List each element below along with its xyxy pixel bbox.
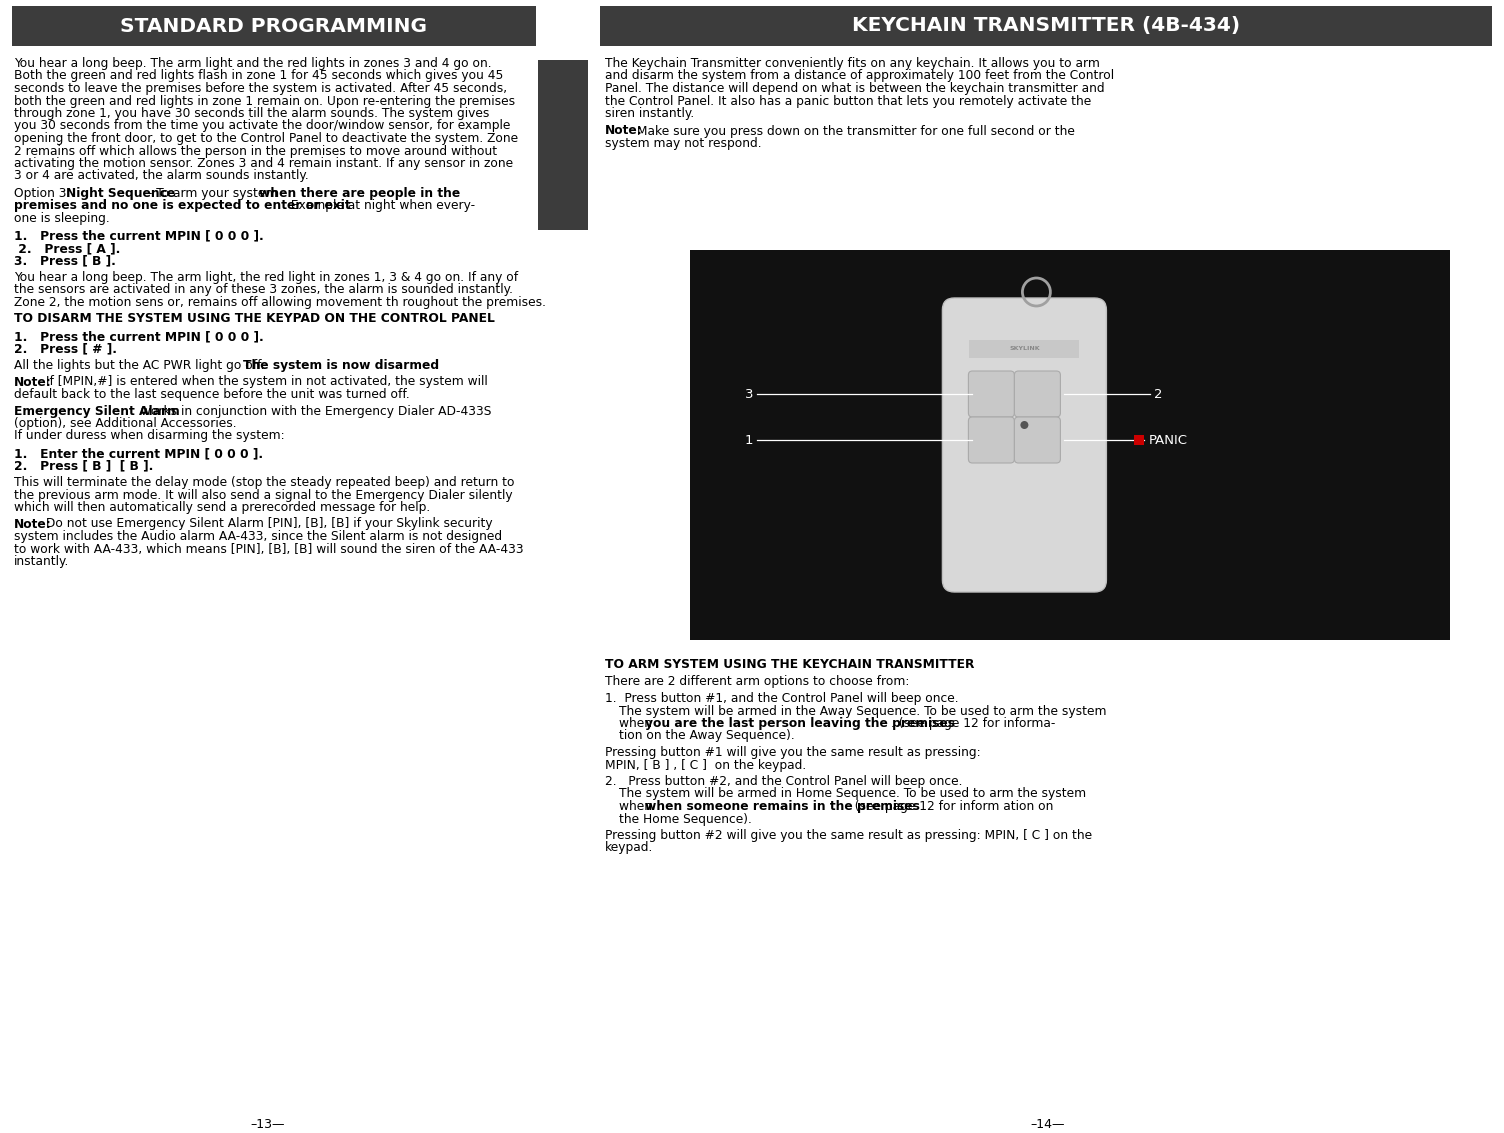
- Text: seconds to leave the premises before the system is activated. After 45 seconds,: seconds to leave the premises before the…: [14, 82, 507, 95]
- FancyBboxPatch shape: [1014, 370, 1060, 417]
- Text: 2: 2: [1155, 387, 1163, 400]
- Text: Night Sequence: Night Sequence: [66, 187, 176, 201]
- Text: 1.   Press the current MPIN [ 0 0 0 ].: 1. Press the current MPIN [ 0 0 0 ].: [14, 330, 263, 343]
- Text: Panel. The distance will depend on what is between the keychain transmitter and: Panel. The distance will depend on what …: [605, 82, 1104, 95]
- Text: default back to the last sequence before the unit was turned off.: default back to the last sequence before…: [14, 387, 409, 401]
- Text: .: .: [388, 359, 393, 372]
- Text: the sensors are activated in any of these 3 zones, the alarm is sounded instantl: the sensors are activated in any of thes…: [14, 283, 513, 297]
- Text: system may not respond.: system may not respond.: [605, 137, 761, 150]
- Text: There are 2 different arm options to choose from:: There are 2 different arm options to cho…: [605, 675, 910, 689]
- Text: - To arm your system: - To arm your system: [144, 187, 281, 201]
- Text: the Control Panel. It also has a panic button that lets you remotely activate th: the Control Panel. It also has a panic b…: [605, 94, 1092, 108]
- Text: The system will be armed in Home Sequence. To be used to arm the system: The system will be armed in Home Sequenc…: [620, 787, 1086, 801]
- Bar: [690, 250, 1450, 640]
- Text: when: when: [620, 800, 656, 813]
- Text: All the lights but the AC PWR light go off.: All the lights but the AC PWR light go o…: [14, 359, 268, 372]
- Text: If [MPIN,#] is entered when the system in not activated, the system will: If [MPIN,#] is entered when the system i…: [42, 375, 487, 389]
- Text: 1.   Press the current MPIN [ 0 0 0 ].: 1. Press the current MPIN [ 0 0 0 ].: [14, 230, 263, 242]
- Text: 1.   Enter the current MPIN [ 0 0 0 ].: 1. Enter the current MPIN [ 0 0 0 ].: [14, 448, 263, 460]
- Text: . Example at night when every-: . Example at night when every-: [283, 199, 475, 213]
- Text: keypad.: keypad.: [605, 842, 653, 854]
- Text: which will then automatically send a prerecorded message for help.: which will then automatically send a pre…: [14, 501, 430, 514]
- Text: MPIN, [ B ] , [ C ]  on the keypad.: MPIN, [ B ] , [ C ] on the keypad.: [605, 758, 806, 772]
- Text: 3.   Press [ B ].: 3. Press [ B ].: [14, 255, 116, 267]
- Text: SKYLINK: SKYLINK: [1009, 347, 1039, 351]
- Bar: [970, 340, 1080, 358]
- Text: Do not use Emergency Silent Alarm [PIN], [B], [B] if your Skylink security: Do not use Emergency Silent Alarm [PIN],…: [42, 518, 493, 530]
- Bar: [538, 60, 588, 230]
- Text: This will terminate the delay mode (stop the steady repeated beep) and return to: This will terminate the delay mode (stop…: [14, 476, 514, 489]
- Text: Emergency Silent Alarm: Emergency Silent Alarm: [14, 404, 180, 417]
- Text: 2.   Press button #2, and the Control Panel will beep once.: 2. Press button #2, and the Control Pane…: [605, 775, 963, 787]
- Text: and disarm the system from a distance of approximately 100 feet from the Control: and disarm the system from a distance of…: [605, 69, 1114, 83]
- Text: you 30 seconds from the time you activate the door/window sensor, for example: you 30 seconds from the time you activat…: [14, 119, 510, 133]
- Text: –13—: –13—: [251, 1118, 286, 1131]
- Text: –14—: –14—: [1030, 1118, 1065, 1131]
- Text: 1.  Press button #1, and the Control Panel will beep once.: 1. Press button #1, and the Control Pane…: [605, 692, 958, 705]
- Text: Note:: Note:: [605, 125, 642, 137]
- Text: when someone remains in the premises: when someone remains in the premises: [645, 800, 920, 813]
- Text: 2.   Press [ B ]  [ B ].: 2. Press [ B ] [ B ].: [14, 460, 153, 472]
- Text: You hear a long beep. The arm light and the red lights in zones 3 and 4 go on.: You hear a long beep. The arm light and …: [14, 57, 492, 70]
- Text: siren instantly.: siren instantly.: [605, 107, 695, 120]
- Text: you are the last person leaving the premises: you are the last person leaving the prem…: [645, 717, 955, 730]
- Text: when there are people in the: when there are people in the: [259, 187, 460, 201]
- Text: 3: 3: [744, 387, 754, 400]
- Text: the Home Sequence).: the Home Sequence).: [620, 812, 752, 826]
- Text: to work with AA-433, which means [PIN], [B], [B] will sound the siren of the AA-: to work with AA-433, which means [PIN], …: [14, 543, 523, 555]
- Bar: [600, 6, 1492, 46]
- Text: Note:: Note:: [14, 375, 51, 389]
- Text: . (see page 12 for informa-: . (see page 12 for informa-: [892, 717, 1056, 730]
- Text: opening the front door, to get to the Control Panel to deactivate the system. Zo: opening the front door, to get to the Co…: [14, 133, 517, 145]
- Bar: [12, 6, 535, 46]
- Text: You hear a long beep. The arm light, the red light in zones 1, 3 & 4 go on. If a: You hear a long beep. The arm light, the…: [14, 271, 517, 284]
- Text: through zone 1, you have 30 seconds till the alarm sounds. The system gives: through zone 1, you have 30 seconds till…: [14, 107, 489, 120]
- Text: 2.   Press [ A ].: 2. Press [ A ].: [14, 242, 120, 255]
- Text: system includes the Audio alarm AA-433, since the Silent alarm is not designed: system includes the Audio alarm AA-433, …: [14, 530, 502, 543]
- Text: PANIC: PANIC: [1149, 434, 1187, 446]
- Text: If under duress when disarming the system:: If under duress when disarming the syste…: [14, 429, 284, 443]
- Text: Both the green and red lights flash in zone 1 for 45 seconds which gives you 45: Both the green and red lights flash in z…: [14, 69, 504, 83]
- Text: The system will be armed in the Away Sequence. To be used to arm the system: The system will be armed in the Away Seq…: [620, 705, 1107, 717]
- Text: Pressing button #2 will give you the same result as pressing: MPIN, [ C ] on the: Pressing button #2 will give you the sam…: [605, 829, 1092, 842]
- Text: KEYCHAIN TRANSMITTER (4B-434): KEYCHAIN TRANSMITTER (4B-434): [851, 17, 1241, 35]
- Text: when: when: [620, 717, 656, 730]
- Text: . (see page 12 for inform ation on: . (see page 12 for inform ation on: [847, 800, 1053, 813]
- Text: works in conjunction with the Emergency Dialer AD-433S: works in conjunction with the Emergency …: [137, 404, 492, 417]
- Text: tion on the Away Sequence).: tion on the Away Sequence).: [620, 730, 794, 742]
- FancyBboxPatch shape: [969, 370, 1014, 417]
- Text: 2.   Press [ # ].: 2. Press [ # ].: [14, 342, 117, 356]
- Text: premises and no one is expected to enter or exit: premises and no one is expected to enter…: [14, 199, 350, 213]
- Text: instantly.: instantly.: [14, 555, 69, 568]
- Text: 3 or 4 are activated, the alarm sounds instantly.: 3 or 4 are activated, the alarm sounds i…: [14, 170, 308, 182]
- Text: Option 3:: Option 3:: [14, 187, 74, 201]
- Text: Make sure you press down on the transmitter for one full second or the: Make sure you press down on the transmit…: [633, 125, 1075, 137]
- Text: Zone 2, the motion sens or, remains off allowing movement th roughout the premis: Zone 2, the motion sens or, remains off …: [14, 296, 546, 309]
- Text: both the green and red lights in zone 1 remain on. Upon re-entering the premises: both the green and red lights in zone 1 …: [14, 94, 516, 108]
- Text: TO ARM SYSTEM USING THE KEYCHAIN TRANSMITTER: TO ARM SYSTEM USING THE KEYCHAIN TRANSMI…: [605, 658, 975, 671]
- Text: STANDARD PROGRAMMING: STANDARD PROGRAMMING: [120, 17, 427, 35]
- FancyBboxPatch shape: [1014, 417, 1060, 463]
- Text: The system is now disarmed: The system is now disarmed: [242, 359, 439, 372]
- Bar: [1134, 435, 1145, 445]
- Circle shape: [1020, 421, 1029, 429]
- Text: Note:: Note:: [14, 518, 51, 530]
- Text: the previous arm mode. It will also send a signal to the Emergency Dialer silent: the previous arm mode. It will also send…: [14, 488, 513, 502]
- FancyBboxPatch shape: [943, 298, 1107, 593]
- Text: 1: 1: [744, 434, 754, 446]
- Text: TO DISARM THE SYSTEM USING THE KEYPAD ON THE CONTROL PANEL: TO DISARM THE SYSTEM USING THE KEYPAD ON…: [14, 313, 495, 325]
- Text: Pressing button #1 will give you the same result as pressing:: Pressing button #1 will give you the sam…: [605, 746, 981, 759]
- Text: The Keychain Transmitter conveniently fits on any keychain. It allows you to arm: The Keychain Transmitter conveniently fi…: [605, 57, 1099, 70]
- Text: one is sleeping.: one is sleeping.: [14, 212, 110, 225]
- Text: 2 remains off which allows the person in the premises to move around without: 2 remains off which allows the person in…: [14, 145, 498, 157]
- FancyBboxPatch shape: [969, 417, 1014, 463]
- Text: (option), see Additional Accessories.: (option), see Additional Accessories.: [14, 417, 236, 431]
- Text: activating the motion sensor. Zones 3 and 4 remain instant. If any sensor in zon: activating the motion sensor. Zones 3 an…: [14, 157, 513, 170]
